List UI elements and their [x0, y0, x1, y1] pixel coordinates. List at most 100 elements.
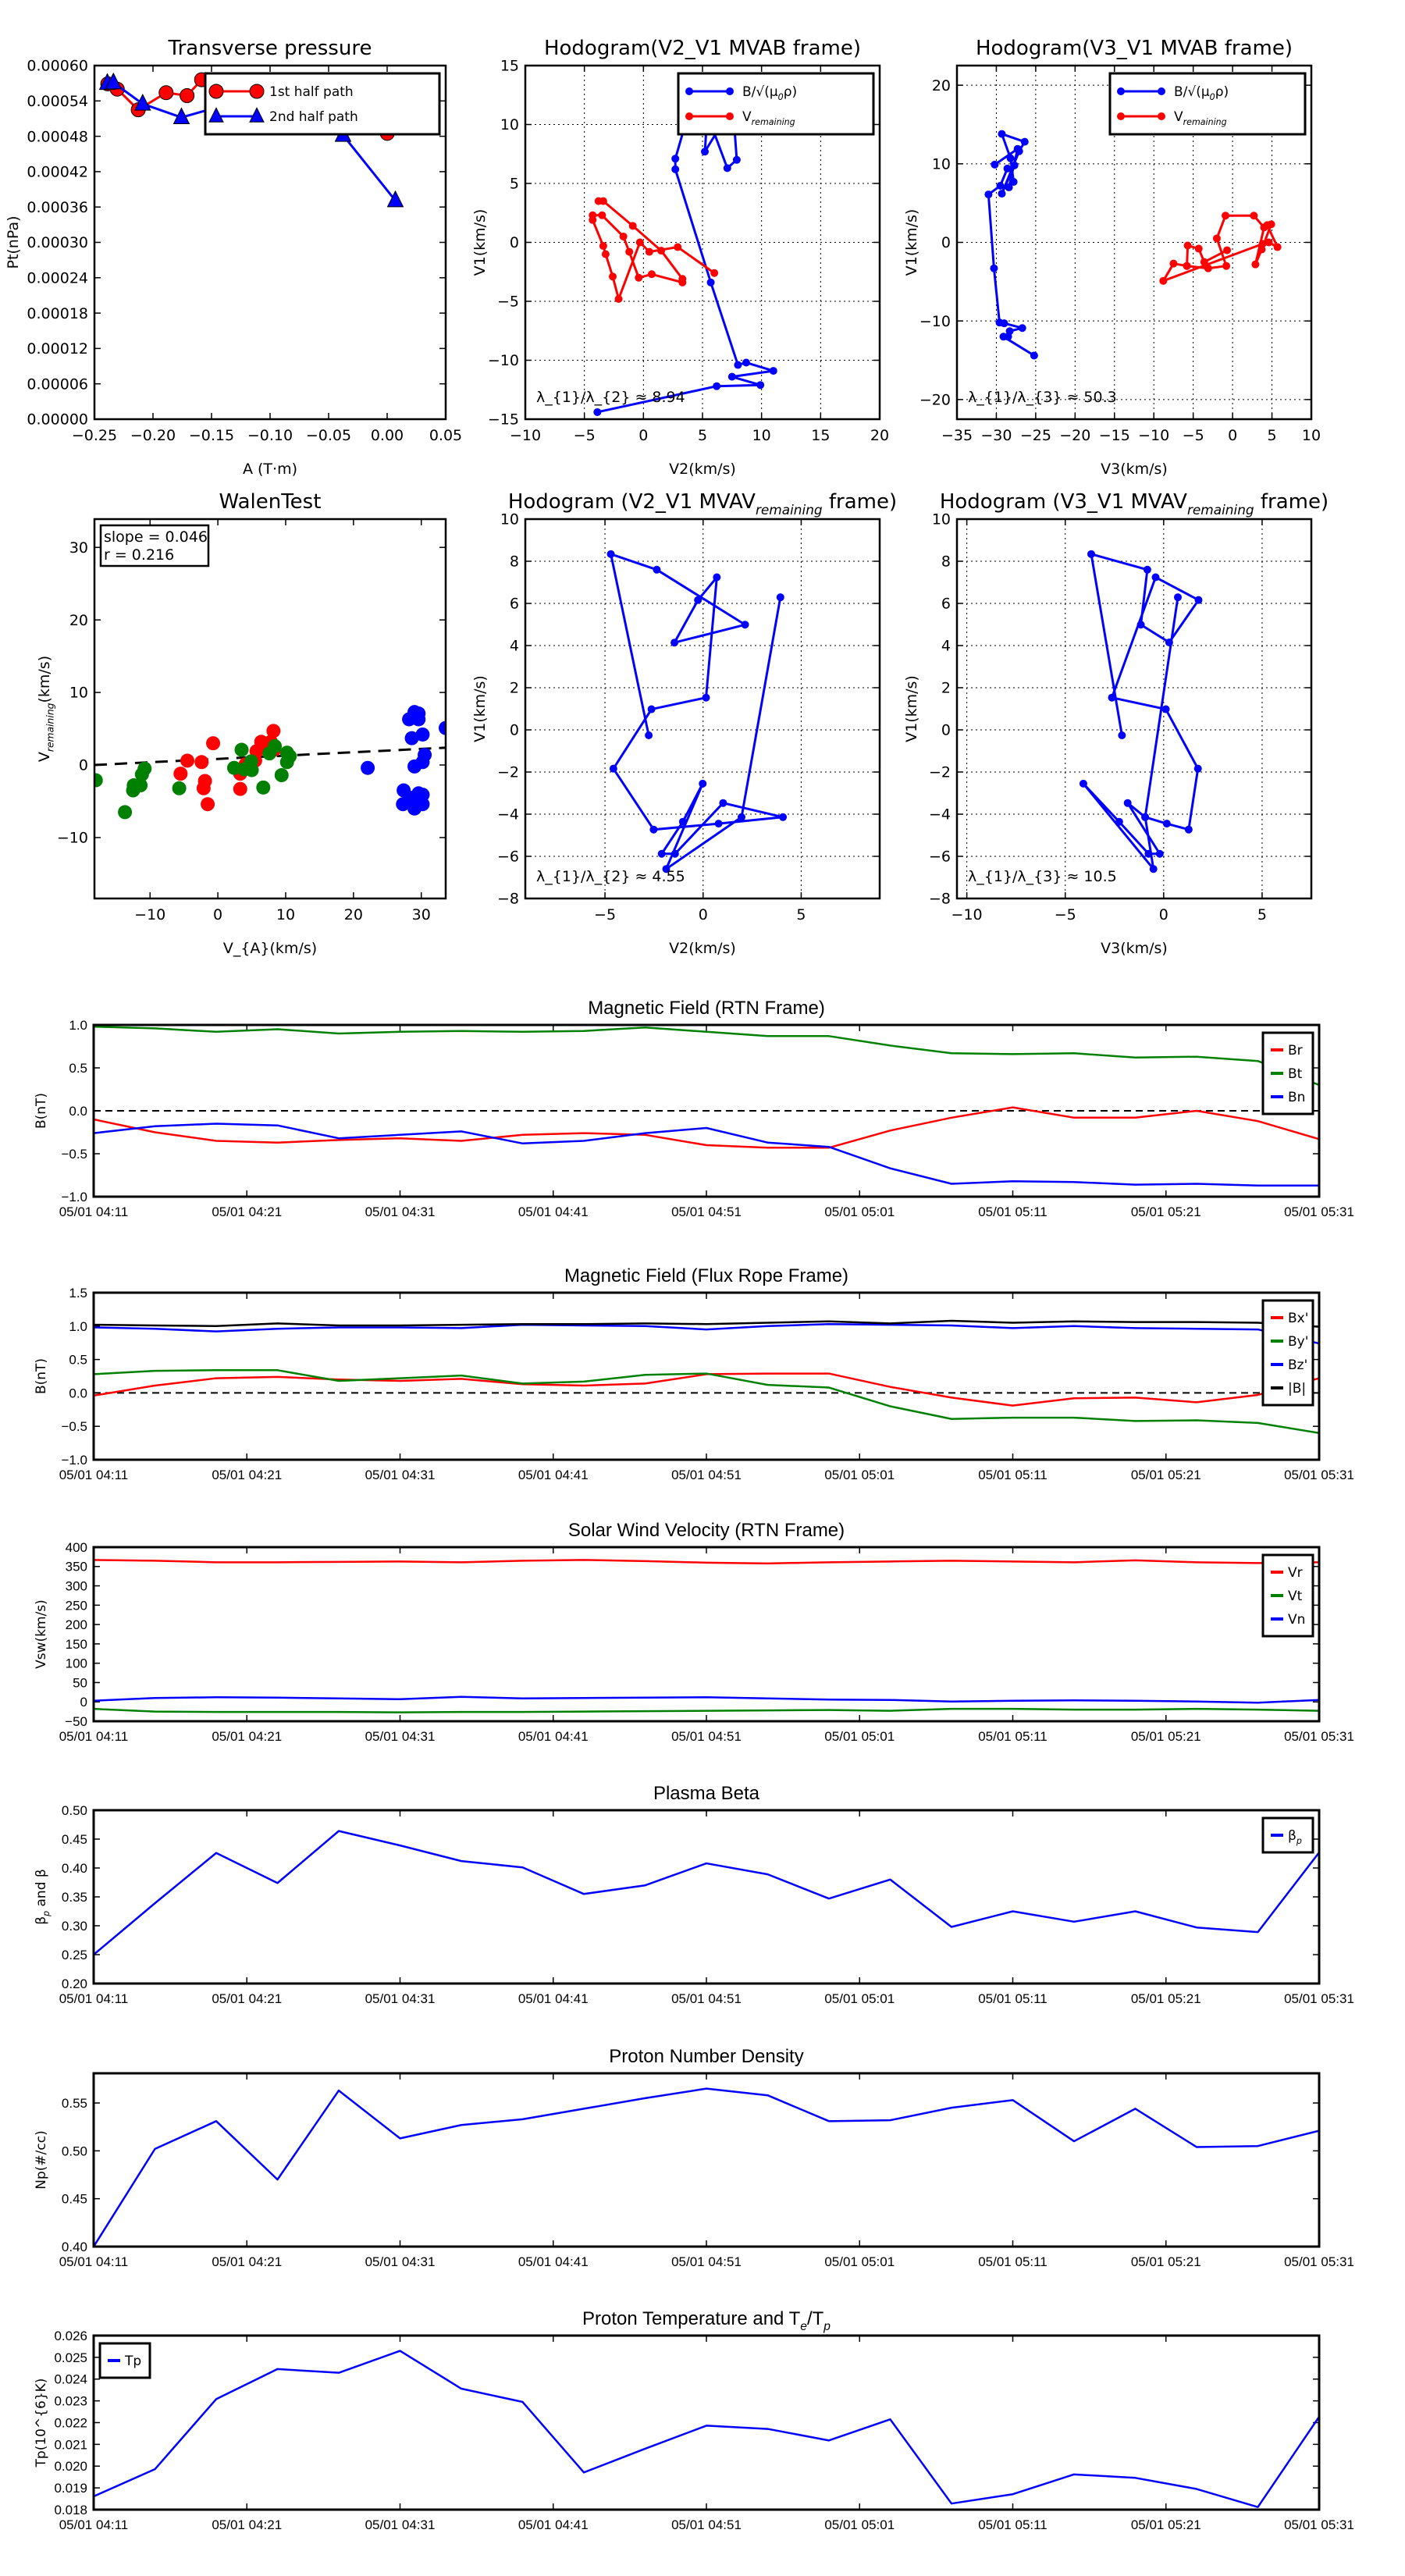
legend-item: Bt	[1271, 1066, 1303, 1082]
x-tick-label: 5	[698, 427, 707, 444]
x-tick-label: 30	[412, 906, 431, 923]
slope-value: slope = 0.046	[104, 528, 208, 546]
data-point	[713, 573, 721, 582]
data-point	[991, 160, 999, 169]
correlation-value: r = 0.216	[104, 546, 174, 564]
series-line	[94, 1695, 1319, 1704]
data-point	[180, 88, 195, 104]
data-point	[173, 767, 188, 781]
y-tick-label: 100	[66, 1656, 87, 1671]
legend-marker	[1117, 112, 1125, 120]
data-point	[283, 749, 297, 763]
data-point	[742, 358, 750, 367]
legend-marker	[1117, 87, 1125, 95]
data-point	[734, 361, 742, 369]
axes-frame	[524, 518, 881, 900]
y-tick-label: −10	[919, 313, 951, 330]
data-point	[234, 742, 249, 757]
data-point	[598, 211, 606, 219]
x-tick-label: 20	[344, 906, 363, 923]
y-axis-label: B(nT)	[34, 1093, 49, 1129]
data-point	[998, 130, 1006, 138]
y-tick-label: 0.00048	[27, 128, 88, 145]
y-tick-label: 4	[510, 638, 519, 655]
x-tick-label: 05/01 04:41	[518, 1468, 589, 1482]
legend-marker	[685, 87, 693, 95]
data-point	[635, 273, 643, 282]
data-point	[233, 781, 247, 796]
chart-title: Hodogram(V2_V1 MVAB frame)	[544, 37, 861, 60]
axes-frame	[524, 64, 881, 421]
x-tick-label: 0	[1228, 427, 1237, 444]
data-point	[118, 805, 133, 820]
series-br	[94, 1106, 1319, 1149]
x-tick-label: −0.05	[306, 427, 351, 444]
data-point	[201, 797, 215, 812]
data-point	[984, 190, 993, 199]
legend-item: 1st half path	[208, 84, 354, 100]
data-point	[411, 712, 426, 727]
plot-area	[94, 1830, 1319, 1955]
x-tick-label: −30	[980, 427, 1012, 444]
y-tick-label: 0.00012	[27, 340, 88, 358]
data-point	[410, 790, 425, 805]
data-point	[625, 247, 634, 256]
y-tick-label: −2	[929, 764, 951, 781]
series-line	[94, 2350, 1319, 2508]
data-point	[1118, 731, 1126, 740]
y-tick-label: −50	[65, 1714, 87, 1729]
series-line	[94, 1322, 1319, 1345]
data-point	[678, 278, 687, 286]
legend-item: B/√(μ0ρ)	[685, 84, 797, 102]
data-point	[706, 278, 715, 286]
data-point	[407, 759, 422, 774]
y-tick-label: 6	[941, 596, 951, 613]
chart-hodogram-v2-v1-mvab: −10 −5 0 5 10 15 20−15−10−5051015Hodogram(V2_V…	[471, 37, 889, 478]
chart-walen-test: −10 0 10 20 30 −10 0 10 20 30 WalenTest V_{A}(km/s)…	[36, 490, 447, 957]
data-point	[1184, 825, 1193, 834]
x-axis-label: V3(km/s)	[1101, 940, 1168, 957]
legend-marker	[726, 112, 734, 120]
data-point	[1009, 177, 1018, 186]
x-tick-label: −0.25	[72, 427, 117, 444]
series-line	[94, 1559, 1319, 1565]
x-tick-label: 5	[1268, 427, 1277, 444]
x-tick-label: 05/01 04:51	[671, 1991, 742, 2006]
y-tick-label: 0.00018	[27, 305, 88, 322]
legend-frame	[204, 72, 441, 136]
data-point	[274, 768, 289, 783]
y-tick-label: 6	[510, 596, 519, 613]
plot-area	[94, 1559, 1319, 1713]
x-tick-label: −0.20	[130, 427, 176, 444]
data-point	[671, 165, 680, 173]
data-point	[779, 813, 788, 821]
x-tick-label: −5	[594, 906, 616, 923]
y-tick-label: 0	[941, 722, 951, 739]
data-point	[1005, 183, 1013, 192]
data-point	[1079, 779, 1087, 788]
axes-frame	[92, 1809, 1321, 1985]
x-tick-label: 05/01 04:41	[518, 2254, 589, 2269]
y-tick-label: −8	[497, 891, 519, 908]
data-point	[158, 85, 174, 101]
data-point	[1267, 220, 1275, 229]
series-line	[94, 1319, 1319, 1328]
data-point	[998, 190, 1006, 198]
y-tick-label: 10	[932, 511, 951, 528]
x-tick-label: 05/01 04:41	[518, 1204, 589, 1219]
data-point	[1159, 276, 1168, 285]
chart-proton-number-density: 05/01 04:11 05/01 04:21 05/01 04:31 05/01 0…	[34, 2046, 1354, 2269]
plot-area	[1079, 550, 1203, 873]
y-tick-label: −4	[929, 806, 951, 824]
x-tick-label: 05/01 04:51	[671, 1468, 742, 1482]
data-point	[769, 367, 777, 375]
data-point	[196, 781, 211, 795]
series-vt	[94, 1707, 1319, 1713]
y-tick-label: 0.026	[54, 2329, 87, 2343]
y-tick-label: 0.25	[62, 1948, 87, 1962]
series-path	[606, 550, 788, 873]
x-tick-label: 05/01 04:51	[671, 2517, 742, 2532]
x-tick-label: 05/01 04:51	[671, 1204, 742, 1219]
x-axis-label: A (T·m)	[243, 461, 297, 478]
legend-label: Vr	[1288, 1565, 1303, 1581]
